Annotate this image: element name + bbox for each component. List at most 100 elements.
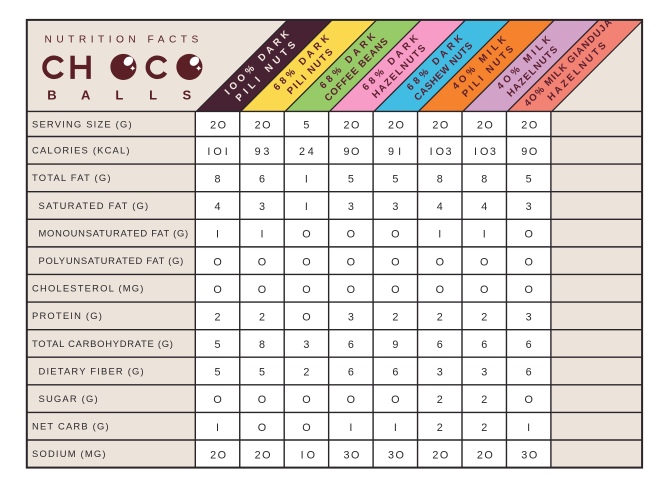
svg-text:O: O <box>480 146 488 158</box>
svg-text:O: O <box>391 394 399 406</box>
svg-text:I: I <box>225 146 228 158</box>
svg-text:2: 2 <box>437 422 443 434</box>
svg-text:O: O <box>302 256 310 268</box>
svg-text:O: O <box>347 284 355 296</box>
svg-text:O: O <box>524 229 532 241</box>
svg-text:I: I <box>527 422 530 434</box>
svg-text:3: 3 <box>481 367 487 379</box>
svg-text:I: I <box>207 146 210 158</box>
svg-text:5: 5 <box>526 173 532 185</box>
svg-text:O: O <box>213 394 221 406</box>
svg-text:O: O <box>529 120 537 132</box>
svg-text:O: O <box>258 394 266 406</box>
svg-text:8: 8 <box>437 173 443 185</box>
svg-text:TOTAL FAT (G): TOTAL FAT (G) <box>32 172 112 183</box>
svg-text:O: O <box>391 256 399 268</box>
svg-text:O: O <box>347 229 355 241</box>
svg-text:5: 5 <box>259 367 265 379</box>
svg-text:PROTEIN (G): PROTEIN (G) <box>32 310 103 321</box>
svg-text:L: L <box>115 87 123 102</box>
svg-text:3: 3 <box>388 449 394 461</box>
svg-text:2: 2 <box>432 120 438 132</box>
svg-text:TOTAL CARBOHYDRATE (G): TOTAL CARBOHYDRATE (G) <box>32 338 174 349</box>
svg-text:O: O <box>436 284 444 296</box>
svg-text:2: 2 <box>210 449 216 461</box>
svg-text:L: L <box>149 87 157 102</box>
svg-text:O: O <box>307 449 315 461</box>
svg-text:O: O <box>391 284 399 296</box>
svg-text:8: 8 <box>215 173 221 185</box>
svg-text:O: O <box>302 394 310 406</box>
svg-text:2: 2 <box>477 120 483 132</box>
svg-text:5: 5 <box>215 367 221 379</box>
svg-text:SERVING SIZE (G): SERVING SIZE (G) <box>32 118 133 129</box>
svg-text:O: O <box>218 120 226 132</box>
svg-text:O: O <box>347 394 355 406</box>
svg-text:6: 6 <box>348 367 354 379</box>
svg-text:SODIUM (MG): SODIUM (MG) <box>32 448 107 459</box>
svg-text:O: O <box>484 449 492 461</box>
svg-text:9: 9 <box>344 146 350 158</box>
svg-text:I: I <box>483 229 486 241</box>
svg-text:O: O <box>440 449 448 461</box>
svg-text:3: 3 <box>445 146 451 158</box>
svg-text:9: 9 <box>392 339 398 351</box>
svg-text:6: 6 <box>437 339 443 351</box>
svg-text:O: O <box>480 256 488 268</box>
svg-text:O: O <box>302 422 310 434</box>
svg-text:S: S <box>182 87 191 102</box>
svg-text:O: O <box>436 256 444 268</box>
svg-text:2: 2 <box>432 449 438 461</box>
svg-text:3: 3 <box>521 449 527 461</box>
svg-text:2: 2 <box>210 120 216 132</box>
svg-text:2: 2 <box>521 120 527 132</box>
svg-text:O: O <box>391 229 399 241</box>
svg-text:4: 4 <box>437 201 443 213</box>
svg-text:O: O <box>480 284 488 296</box>
svg-text:I: I <box>216 422 219 434</box>
svg-text:O: O <box>213 256 221 268</box>
svg-text:I: I <box>398 146 401 158</box>
svg-text:2: 2 <box>303 367 309 379</box>
svg-text:POLYUNSATURATED FAT (G): POLYUNSATURATED FAT (G) <box>39 255 185 266</box>
svg-text:6: 6 <box>481 339 487 351</box>
svg-text:O: O <box>524 284 532 296</box>
svg-text:A: A <box>81 87 91 102</box>
svg-text:6: 6 <box>526 339 532 351</box>
svg-text:5: 5 <box>215 339 221 351</box>
svg-text:3: 3 <box>303 339 309 351</box>
svg-text:2: 2 <box>481 422 487 434</box>
svg-text:4: 4 <box>481 201 487 213</box>
svg-text:8: 8 <box>259 339 265 351</box>
svg-text:2: 2 <box>215 311 221 323</box>
svg-text:9: 9 <box>255 146 261 158</box>
svg-text:NUTRITION FACTS: NUTRITION FACTS <box>45 35 202 46</box>
svg-text:2: 2 <box>392 311 398 323</box>
svg-text:3: 3 <box>437 367 443 379</box>
svg-text:5: 5 <box>392 173 398 185</box>
svg-text:8: 8 <box>481 173 487 185</box>
svg-text:O: O <box>218 449 226 461</box>
svg-text:NET CARB (G): NET CARB (G) <box>32 421 110 432</box>
svg-text:9: 9 <box>521 146 527 158</box>
svg-text:4: 4 <box>215 201 221 213</box>
svg-text:O: O <box>351 146 359 158</box>
svg-text:2: 2 <box>259 311 265 323</box>
svg-text:2: 2 <box>299 146 305 158</box>
svg-text:O: O <box>262 449 270 461</box>
svg-text:O: O <box>395 449 403 461</box>
svg-text:6: 6 <box>348 339 354 351</box>
svg-text:5: 5 <box>348 173 354 185</box>
svg-text:O: O <box>302 284 310 296</box>
svg-text:O: O <box>484 120 492 132</box>
svg-text:I: I <box>301 449 304 461</box>
svg-text:O: O <box>440 120 448 132</box>
svg-text:2: 2 <box>481 394 487 406</box>
svg-text:CHOLESTEROL (MG): CHOLESTEROL (MG) <box>32 283 145 294</box>
svg-text:2: 2 <box>477 449 483 461</box>
svg-text:5: 5 <box>303 120 309 132</box>
svg-text:I: I <box>438 229 441 241</box>
svg-text:O: O <box>302 229 310 241</box>
svg-text:3: 3 <box>344 449 350 461</box>
svg-text:O: O <box>258 256 266 268</box>
